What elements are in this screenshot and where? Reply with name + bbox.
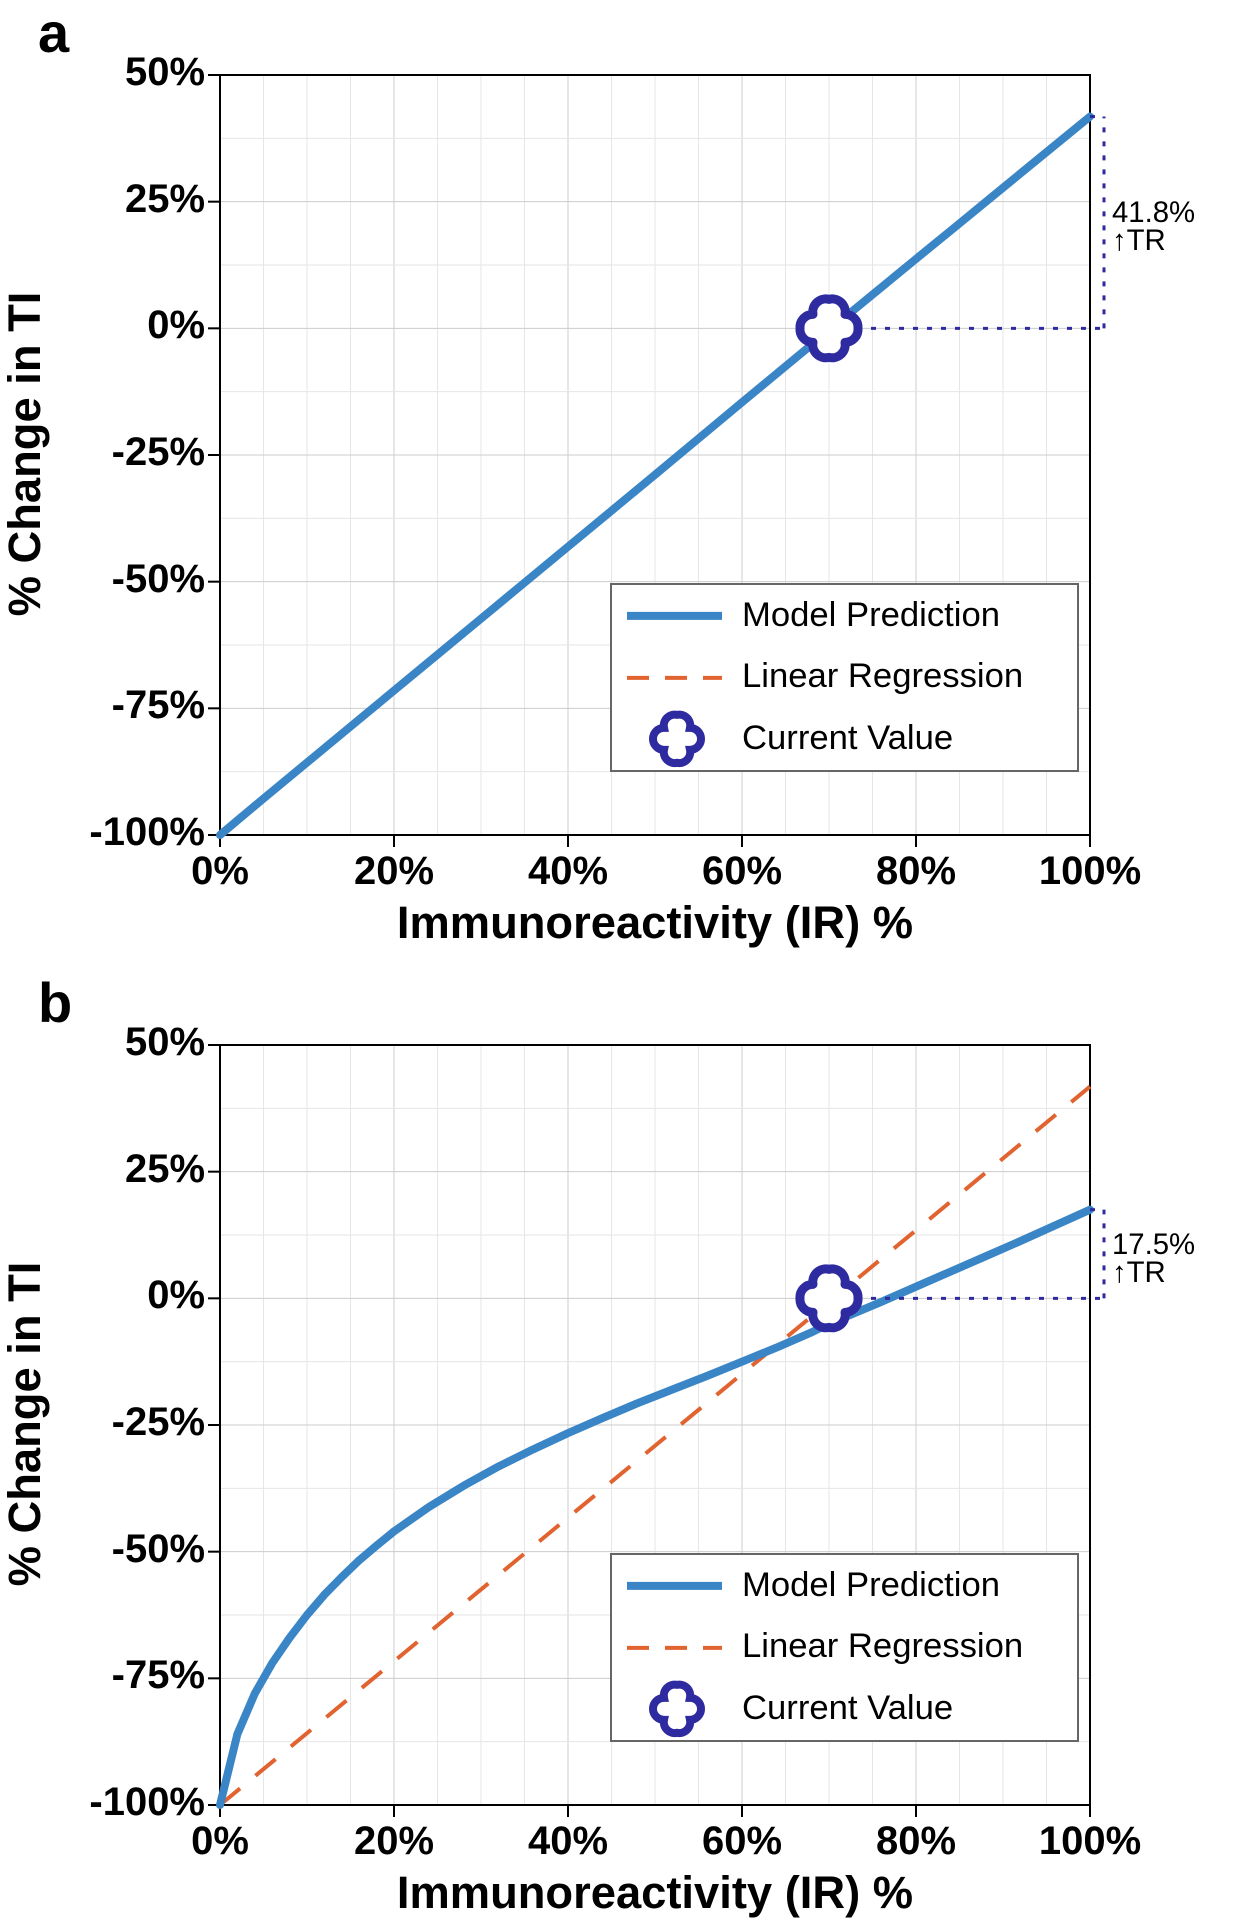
legend-label-current-b: Current Value: [742, 1689, 953, 1728]
ytick-b-6: 50%: [35, 1020, 205, 1065]
ytick-a-1: -75%: [35, 683, 205, 728]
ytick-a-2: -50%: [35, 557, 205, 602]
annotation-arrow-a: ↑TR: [1112, 224, 1166, 258]
legend-label-model-b: Model Prediction: [742, 1566, 1000, 1605]
xlabel-a: Immunoreactivity (IR) %: [220, 897, 1090, 949]
ytick-b-1: -75%: [35, 1653, 205, 1698]
ytick-b-5: 25%: [35, 1147, 205, 1192]
ytick-b-4: 0%: [35, 1273, 205, 1318]
ytick-b-0: -100%: [35, 1780, 205, 1825]
ytick-a-0: -100%: [35, 810, 205, 855]
xlabel-b: Immunoreactivity (IR) %: [220, 1867, 1090, 1919]
ylabel-a: % Change in TI: [0, 74, 51, 834]
legend-label-current-a: Current Value: [742, 719, 953, 758]
annotation-arrow-b: ↑TR: [1112, 1256, 1166, 1290]
legend-label-model-a: Model Prediction: [742, 596, 1000, 635]
legend-swatch-model-a: [622, 585, 732, 647]
legend-swatch-current-b: [622, 1678, 732, 1740]
legend-swatch-linreg-b: [622, 1617, 732, 1679]
ytick-b-2: -50%: [35, 1527, 205, 1572]
xtick-b-5: 100%: [1030, 1819, 1150, 1864]
ytick-a-3: -25%: [35, 430, 205, 475]
ytick-a-4: 0%: [35, 303, 205, 348]
xtick-a-0: 0%: [160, 849, 280, 894]
xtick-a-2: 40%: [508, 849, 628, 894]
legend-swatch-linreg-a: [622, 647, 732, 709]
ytick-a-5: 25%: [35, 177, 205, 222]
legend-swatch-current-a: [622, 708, 732, 770]
xtick-b-4: 80%: [856, 1819, 976, 1864]
legend-swatch-model-b: [622, 1555, 732, 1617]
xtick-a-3: 60%: [682, 849, 802, 894]
xtick-b-0: 0%: [160, 1819, 280, 1864]
ytick-a-6: 50%: [35, 50, 205, 95]
xtick-a-5: 100%: [1030, 849, 1150, 894]
legend-b: Model Prediction Linear Regression Current…: [610, 1553, 1079, 1742]
ylabel-b: % Change in TI: [0, 1044, 51, 1804]
current-value-marker-b: [800, 1269, 858, 1328]
xtick-a-1: 20%: [334, 849, 454, 894]
legend-label-linreg-b: Linear Regression: [742, 1627, 1023, 1666]
xtick-a-4: 80%: [856, 849, 976, 894]
xtick-b-3: 60%: [682, 1819, 802, 1864]
legend-a: Model Prediction Linear Regression Current…: [610, 583, 1079, 772]
ytick-b-3: -25%: [35, 1400, 205, 1445]
xtick-b-1: 20%: [334, 1819, 454, 1864]
xtick-b-2: 40%: [508, 1819, 628, 1864]
legend-label-linreg-a: Linear Regression: [742, 657, 1023, 696]
current-value-marker-a: [800, 299, 858, 358]
